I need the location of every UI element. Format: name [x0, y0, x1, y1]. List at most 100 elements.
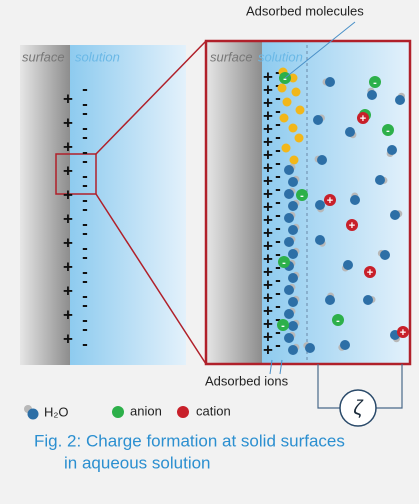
plus-sign: +: [263, 275, 273, 294]
water-molecule: [288, 297, 298, 307]
water-molecule: [380, 250, 390, 260]
water-molecule: [395, 95, 405, 105]
adsorbed-molecule: [282, 97, 292, 107]
minus-sign: -: [82, 199, 88, 218]
minus-sign: -: [82, 238, 88, 257]
minus-sign: -: [82, 127, 88, 146]
anion: [277, 319, 289, 331]
plus-sign: +: [63, 281, 73, 300]
plus-sign: +: [63, 233, 73, 252]
zoom-box: [204, 39, 412, 366]
anion: [296, 189, 308, 201]
water-label: H₂O: [44, 404, 69, 419]
minus-sign: -: [82, 223, 88, 242]
plus-sign: +: [263, 262, 273, 281]
plus-sign: +: [263, 171, 273, 190]
minus-sign: -: [82, 79, 88, 98]
solution-region: [70, 45, 186, 365]
anion-icon: [112, 406, 124, 418]
minus-sign: -: [82, 319, 88, 338]
adsorbed-molecule: [294, 133, 304, 143]
water-molecule: [367, 90, 377, 100]
water-molecule: [288, 345, 298, 355]
plus-sign: +: [263, 80, 273, 99]
adsorbed-molecule: [288, 123, 298, 133]
cation: [324, 194, 336, 206]
cation-sign: +: [360, 113, 366, 125]
minus-sign: -: [275, 322, 281, 341]
anion: [278, 256, 290, 268]
water-molecule: [313, 115, 323, 125]
minus-sign: -: [275, 166, 281, 185]
pointer: [279, 359, 283, 375]
adsorbed-molecule: [277, 83, 287, 93]
plus-sign: +: [263, 223, 273, 242]
water-molecule: [325, 77, 335, 87]
minus-sign: -: [275, 62, 281, 81]
solution-label: solution: [258, 49, 303, 64]
minus-sign: -: [275, 309, 281, 328]
minus-sign: -: [275, 140, 281, 159]
legend: H₂O anion cation: [24, 403, 231, 420]
surface-region: [206, 41, 262, 364]
minus-sign: -: [82, 103, 88, 122]
plus-sign: +: [263, 327, 273, 346]
cation-icon: [177, 406, 189, 418]
water-molecule: [343, 260, 353, 270]
water-molecule: [387, 145, 397, 155]
water-molecule: [315, 235, 325, 245]
water-molecule: [284, 189, 294, 199]
zeta-symbol: ζ: [353, 397, 364, 419]
water-molecule: [284, 165, 294, 175]
anion-sign: -: [281, 320, 285, 332]
minus-sign: -: [275, 270, 281, 289]
minus-sign: -: [82, 94, 88, 113]
zoom-line: [95, 193, 207, 365]
plus-sign: +: [63, 89, 73, 108]
plus-sign: +: [263, 67, 273, 86]
minus-sign: -: [275, 296, 281, 315]
plus-sign: +: [63, 113, 73, 132]
water-molecule: [284, 333, 294, 343]
adsorbed-molecules-label: Adsorbed molecules: [246, 3, 364, 18]
minus-sign: -: [82, 295, 88, 314]
minus-sign: -: [82, 151, 88, 170]
adsorbed-molecule: [289, 155, 299, 165]
water-molecule: [317, 155, 327, 165]
water-molecule: [284, 285, 294, 295]
water-molecule: [350, 195, 360, 205]
cation-sign: +: [400, 327, 406, 339]
water-molecule: [288, 273, 298, 283]
water-molecule: [375, 175, 385, 185]
plus-sign: +: [63, 209, 73, 228]
water-molecule: [363, 295, 373, 305]
minus-sign: -: [82, 175, 88, 194]
minus-sign: -: [82, 334, 88, 353]
solution-label: solution: [75, 49, 120, 64]
plus-sign: +: [63, 257, 73, 276]
plus-sign: +: [263, 145, 273, 164]
minus-sign: -: [275, 75, 281, 94]
plus-sign: +: [263, 301, 273, 320]
cation: [364, 266, 376, 278]
plus-sign: +: [263, 158, 273, 177]
plus-sign: +: [63, 161, 73, 180]
anion-sign: -: [300, 190, 304, 202]
water-molecule: [315, 200, 325, 210]
plus-sign: +: [263, 119, 273, 138]
cation-sign: +: [327, 195, 333, 207]
zoom-square: [55, 153, 97, 195]
minus-sign: -: [82, 118, 88, 137]
cation: [346, 219, 358, 231]
minus-sign: -: [275, 231, 281, 250]
plus-sign: +: [263, 314, 273, 333]
minus-sign: -: [275, 101, 281, 120]
adsorbed-molecule: [291, 87, 301, 97]
minus-sign: -: [275, 179, 281, 198]
pointer: [284, 21, 356, 79]
water-molecule: [288, 201, 298, 211]
minus-sign: -: [82, 310, 88, 329]
water-molecule: [288, 321, 298, 331]
minus-sign: -: [275, 88, 281, 107]
